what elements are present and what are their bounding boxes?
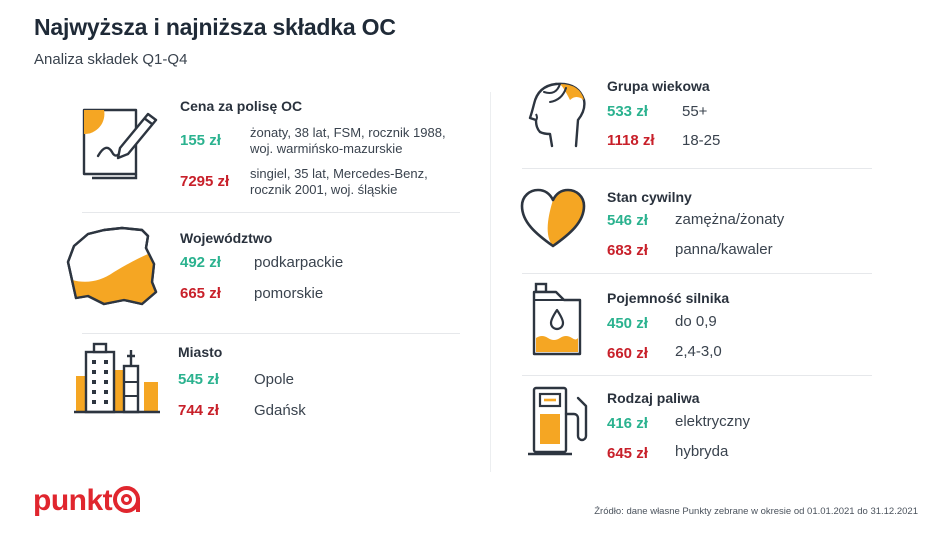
section-divider (522, 273, 872, 274)
price-high: 660 zł (607, 345, 648, 362)
price-low: 492 zł (180, 254, 221, 271)
price-high: 665 zł (180, 285, 221, 302)
section-title-policy: Cena za polisę OC (180, 98, 303, 114)
price-high-description: Gdańsk (254, 402, 306, 419)
city-buildings-icon (72, 340, 162, 416)
price-low-description: zamężna/żonaty (675, 211, 785, 228)
price-high-description: panna/kawaler (675, 241, 773, 258)
logo-a-icon (113, 486, 141, 513)
section-title-age: Grupa wiekowa (607, 78, 710, 94)
page-subtitle: Analiza składek Q1-Q4 (34, 51, 188, 68)
price-high-description: 2,4-3,0 (675, 343, 722, 360)
price-high: 645 zł (607, 445, 648, 462)
section-divider (522, 375, 872, 376)
price-high: 683 zł (607, 242, 648, 259)
logo-text: punkt (33, 484, 113, 517)
fuel-pump-icon (526, 384, 590, 460)
price-high: 1118 zł (607, 132, 655, 149)
document-pen-icon (80, 104, 162, 184)
section-divider (82, 333, 460, 334)
price-low: 546 zł (607, 212, 648, 229)
price-high-description: singiel, 35 lat, Mercedes-Benz, rocznik … (250, 166, 428, 198)
description-line: żonaty, 38 lat, FSM, rocznik 1988, (250, 125, 446, 140)
price-high-description: 18-25 (682, 132, 721, 149)
price-high: 7295 zł (180, 173, 230, 190)
oil-canister-icon (530, 282, 586, 358)
price-low: 545 zł (178, 371, 219, 388)
description-line: woj. warmińsko-mazurskie (250, 141, 403, 156)
punkta-logo: punkt (33, 483, 141, 518)
price-low-description: elektryczny (675, 413, 751, 430)
head-profile-icon (526, 78, 592, 150)
poland-map-icon (64, 224, 164, 308)
section-title-city: Miasto (178, 344, 223, 360)
section-title-fuel: Rodzaj paliwa (607, 390, 700, 406)
price-low-description: do 0,9 (675, 313, 717, 330)
column-divider (490, 92, 491, 472)
description-line: singiel, 35 lat, Mercedes-Benz, (250, 166, 428, 181)
price-low-description: Opole (254, 371, 295, 388)
section-title-engine: Pojemność silnika (607, 290, 730, 306)
section-divider (82, 212, 460, 213)
price-high: 744 zł (178, 402, 219, 419)
source-note: Źródło: dane własne Punkty zebrane w okr… (594, 506, 918, 517)
section-title-voivodeship: Województwo (180, 230, 273, 246)
price-low: 416 zł (607, 415, 648, 432)
price-low-description: podkarpackie (254, 254, 344, 271)
price-low-description: żonaty, 38 lat, FSM, rocznik 1988, woj. … (250, 125, 446, 157)
section-title-marital: Stan cywilny (607, 189, 692, 205)
page-title: Najwyższa i najniższa składka OC (34, 14, 396, 40)
price-low: 533 zł (607, 103, 648, 120)
section-divider (522, 168, 872, 169)
price-low-description: 55+ (682, 103, 708, 120)
heart-icon (518, 186, 588, 250)
price-low: 155 zł (180, 132, 221, 149)
price-high-description: hybryda (675, 443, 729, 460)
price-low: 450 zł (607, 315, 648, 332)
price-high-description: pomorskie (254, 285, 324, 302)
description-line: rocznik 2001, woj. śląskie (250, 182, 398, 197)
